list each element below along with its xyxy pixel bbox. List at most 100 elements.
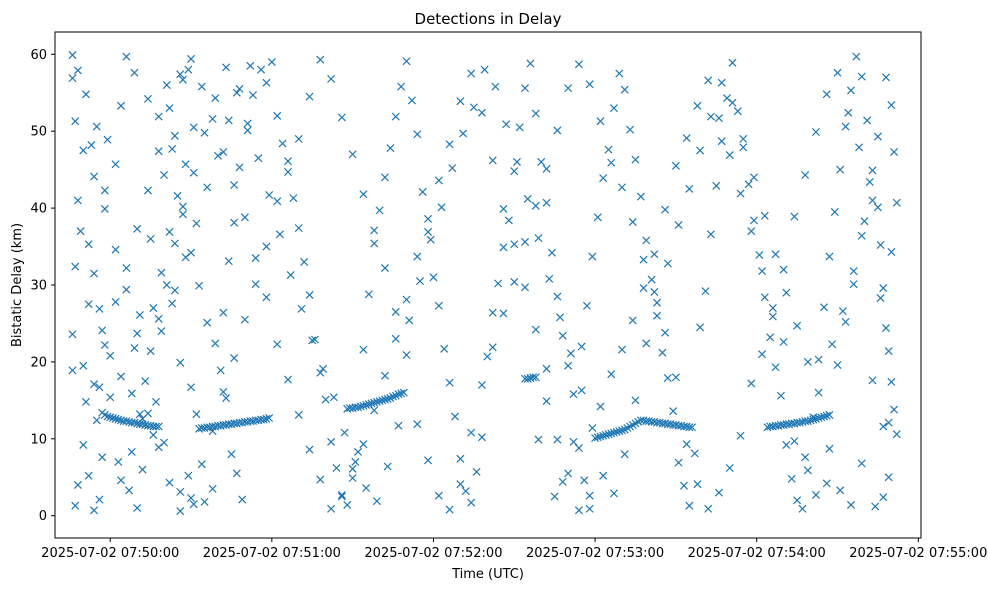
data-point: [588, 424, 597, 433]
data-point: [467, 428, 476, 437]
data-point: [84, 300, 93, 309]
data-point: [95, 304, 104, 313]
data-point: [523, 194, 532, 203]
data-point: [494, 279, 503, 288]
data-point: [863, 116, 872, 125]
data-point: [200, 497, 209, 506]
data-point: [402, 350, 411, 360]
data-point: [836, 486, 845, 495]
data-point: [537, 157, 546, 166]
data-point: [825, 410, 834, 419]
data-point: [795, 418, 804, 427]
data-point: [413, 420, 422, 429]
data-point: [604, 430, 613, 439]
data-point: [679, 481, 688, 490]
data-point: [693, 101, 702, 110]
data-point: [95, 383, 104, 392]
data-point: [833, 68, 842, 77]
x-tick-label: 2025-07-02 07:51:00: [203, 546, 341, 561]
data-point: [609, 428, 618, 437]
data-point: [890, 405, 899, 414]
data-point: [68, 330, 77, 339]
data-point: [90, 506, 99, 515]
data-point: [499, 204, 508, 213]
data-point: [168, 299, 177, 308]
data-point: [790, 437, 799, 446]
data-point: [254, 154, 263, 163]
data-point: [739, 143, 748, 152]
data-point: [318, 364, 328, 373]
data-point: [491, 82, 500, 91]
data-point: [564, 469, 573, 478]
data-point: [892, 198, 901, 207]
data-point: [755, 250, 764, 260]
data-point: [370, 226, 379, 235]
data-point: [596, 432, 605, 441]
data-point: [197, 82, 206, 91]
data-point: [585, 504, 594, 513]
data-point: [434, 491, 443, 500]
data-point: [577, 342, 586, 351]
data-point: [857, 231, 866, 240]
data-point: [890, 147, 899, 156]
data-point: [375, 397, 384, 406]
data-point: [143, 94, 152, 103]
data-point: [456, 454, 465, 463]
data-point: [235, 163, 244, 172]
data-point: [717, 78, 726, 87]
data-point: [208, 484, 217, 493]
data-point: [445, 140, 454, 149]
data-point: [122, 285, 131, 294]
data-point: [852, 52, 861, 61]
data-point: [440, 344, 449, 353]
data-point: [211, 94, 220, 103]
data-point: [122, 417, 131, 426]
data-point: [620, 450, 629, 459]
data-point: [383, 394, 392, 403]
data-point: [607, 429, 616, 438]
data-point: [273, 197, 282, 206]
data-point: [157, 327, 166, 336]
data-point: [841, 317, 850, 326]
data-point: [337, 113, 346, 122]
data-point: [154, 443, 163, 452]
data-point: [639, 255, 648, 264]
data-point: [189, 123, 198, 132]
data-point: [356, 402, 365, 411]
data-point: [499, 309, 508, 318]
data-point: [450, 412, 460, 421]
data-point: [275, 230, 284, 239]
data-point: [235, 84, 244, 93]
data-point: [469, 103, 478, 112]
data-point: [380, 264, 389, 273]
data-point: [71, 262, 80, 271]
data-point: [173, 191, 182, 200]
data-point: [639, 284, 648, 293]
data-point: [531, 109, 540, 118]
data-point: [294, 224, 303, 233]
data-point: [378, 396, 387, 405]
data-point: [407, 96, 416, 105]
data-point: [348, 464, 357, 473]
data-point: [125, 486, 134, 495]
data-point: [114, 457, 123, 466]
data-point: [170, 286, 179, 295]
data-point: [661, 205, 670, 214]
y-tick-label: 60: [30, 48, 47, 63]
data-point: [617, 183, 627, 192]
data-point: [747, 379, 756, 388]
data-point: [103, 135, 112, 144]
data-point: [327, 437, 336, 446]
data-point: [569, 437, 578, 446]
data-point: [98, 326, 107, 335]
data-point: [849, 267, 858, 276]
data-point: [176, 358, 185, 367]
data-point: [793, 496, 802, 505]
data-point: [265, 191, 274, 200]
data-point: [362, 400, 371, 409]
data-point: [601, 430, 610, 439]
data-point: [782, 288, 791, 297]
data-point: [682, 440, 691, 449]
data-point: [846, 500, 855, 509]
chart-title: Detections in Delay: [415, 10, 562, 28]
